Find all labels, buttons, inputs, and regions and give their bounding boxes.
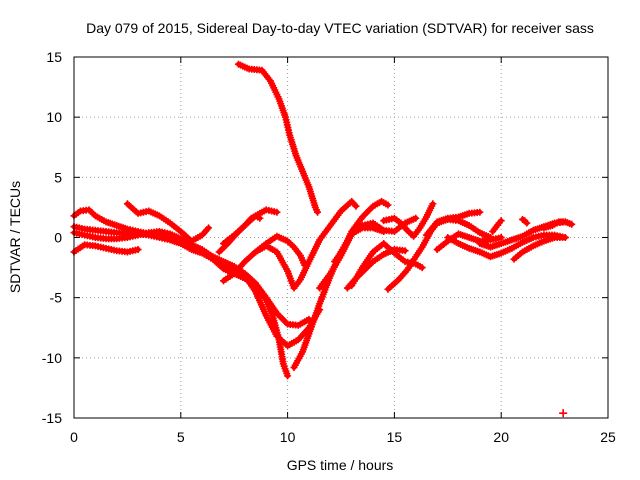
series-arc-6 bbox=[123, 200, 213, 245]
series-arc-24 bbox=[540, 218, 569, 232]
series-outlier bbox=[559, 409, 568, 418]
data-point bbox=[561, 218, 569, 226]
data-point bbox=[134, 246, 142, 254]
series-arc-15 bbox=[380, 200, 437, 240]
data-point bbox=[476, 208, 484, 216]
y-tick-label: -5 bbox=[50, 290, 63, 306]
y-tick-label: -15 bbox=[42, 410, 62, 426]
data-point bbox=[205, 224, 213, 232]
series-arc-8 bbox=[215, 206, 281, 256]
data-point bbox=[568, 220, 576, 228]
series-arc-5 bbox=[70, 241, 142, 256]
data-point bbox=[401, 247, 409, 255]
y-axis-label: SDTVAR / TECUs bbox=[7, 181, 23, 293]
x-tick-label: 10 bbox=[280, 429, 296, 445]
data-point bbox=[314, 208, 322, 216]
x-axis-ticks: 0 5 10 15 20 25 bbox=[70, 57, 616, 445]
chart-title: Day 079 of 2015, Sidereal Day-to-day VTE… bbox=[86, 20, 594, 36]
data-point bbox=[497, 217, 505, 225]
data-point bbox=[497, 234, 505, 241]
data-point bbox=[352, 202, 360, 210]
x-axis-label: GPS time / hours bbox=[287, 457, 394, 473]
series-arc-13 bbox=[331, 197, 392, 266]
data-point bbox=[418, 264, 426, 272]
x-tick-label: 20 bbox=[493, 429, 509, 445]
data-point bbox=[284, 372, 292, 380]
plot-frame bbox=[73, 56, 609, 419]
x-tick-label: 25 bbox=[600, 429, 616, 445]
series-line bbox=[236, 61, 320, 215]
series-arc-10 bbox=[220, 197, 360, 292]
series-arc-23 bbox=[489, 217, 505, 235]
series-arc-1 bbox=[234, 60, 322, 216]
x-tick-label: 15 bbox=[387, 429, 403, 445]
x-tick-label: 5 bbox=[177, 429, 185, 445]
y-tick-label: 0 bbox=[54, 230, 62, 246]
series-arc-25 bbox=[519, 215, 531, 227]
x-tick-label: 0 bbox=[70, 429, 78, 445]
data-point bbox=[384, 201, 392, 209]
series-arc-9 bbox=[252, 232, 309, 269]
y-tick-label: 5 bbox=[54, 169, 62, 185]
data-point bbox=[561, 234, 569, 241]
y-axis-ticks: -15 -10 -5 0 5 10 15 bbox=[42, 49, 608, 426]
series-arc-22 bbox=[510, 234, 569, 263]
data-marks bbox=[70, 60, 576, 418]
data-point bbox=[559, 409, 568, 418]
y-tick-label: 10 bbox=[46, 109, 62, 125]
series-arc-16 bbox=[348, 240, 426, 290]
data-point bbox=[412, 214, 420, 222]
data-point bbox=[273, 208, 281, 216]
data-point bbox=[429, 200, 437, 208]
series-arc-18 bbox=[422, 208, 484, 239]
y-tick-label: -10 bbox=[42, 350, 62, 366]
data-point bbox=[523, 219, 531, 227]
y-tick-label: 15 bbox=[46, 49, 62, 65]
